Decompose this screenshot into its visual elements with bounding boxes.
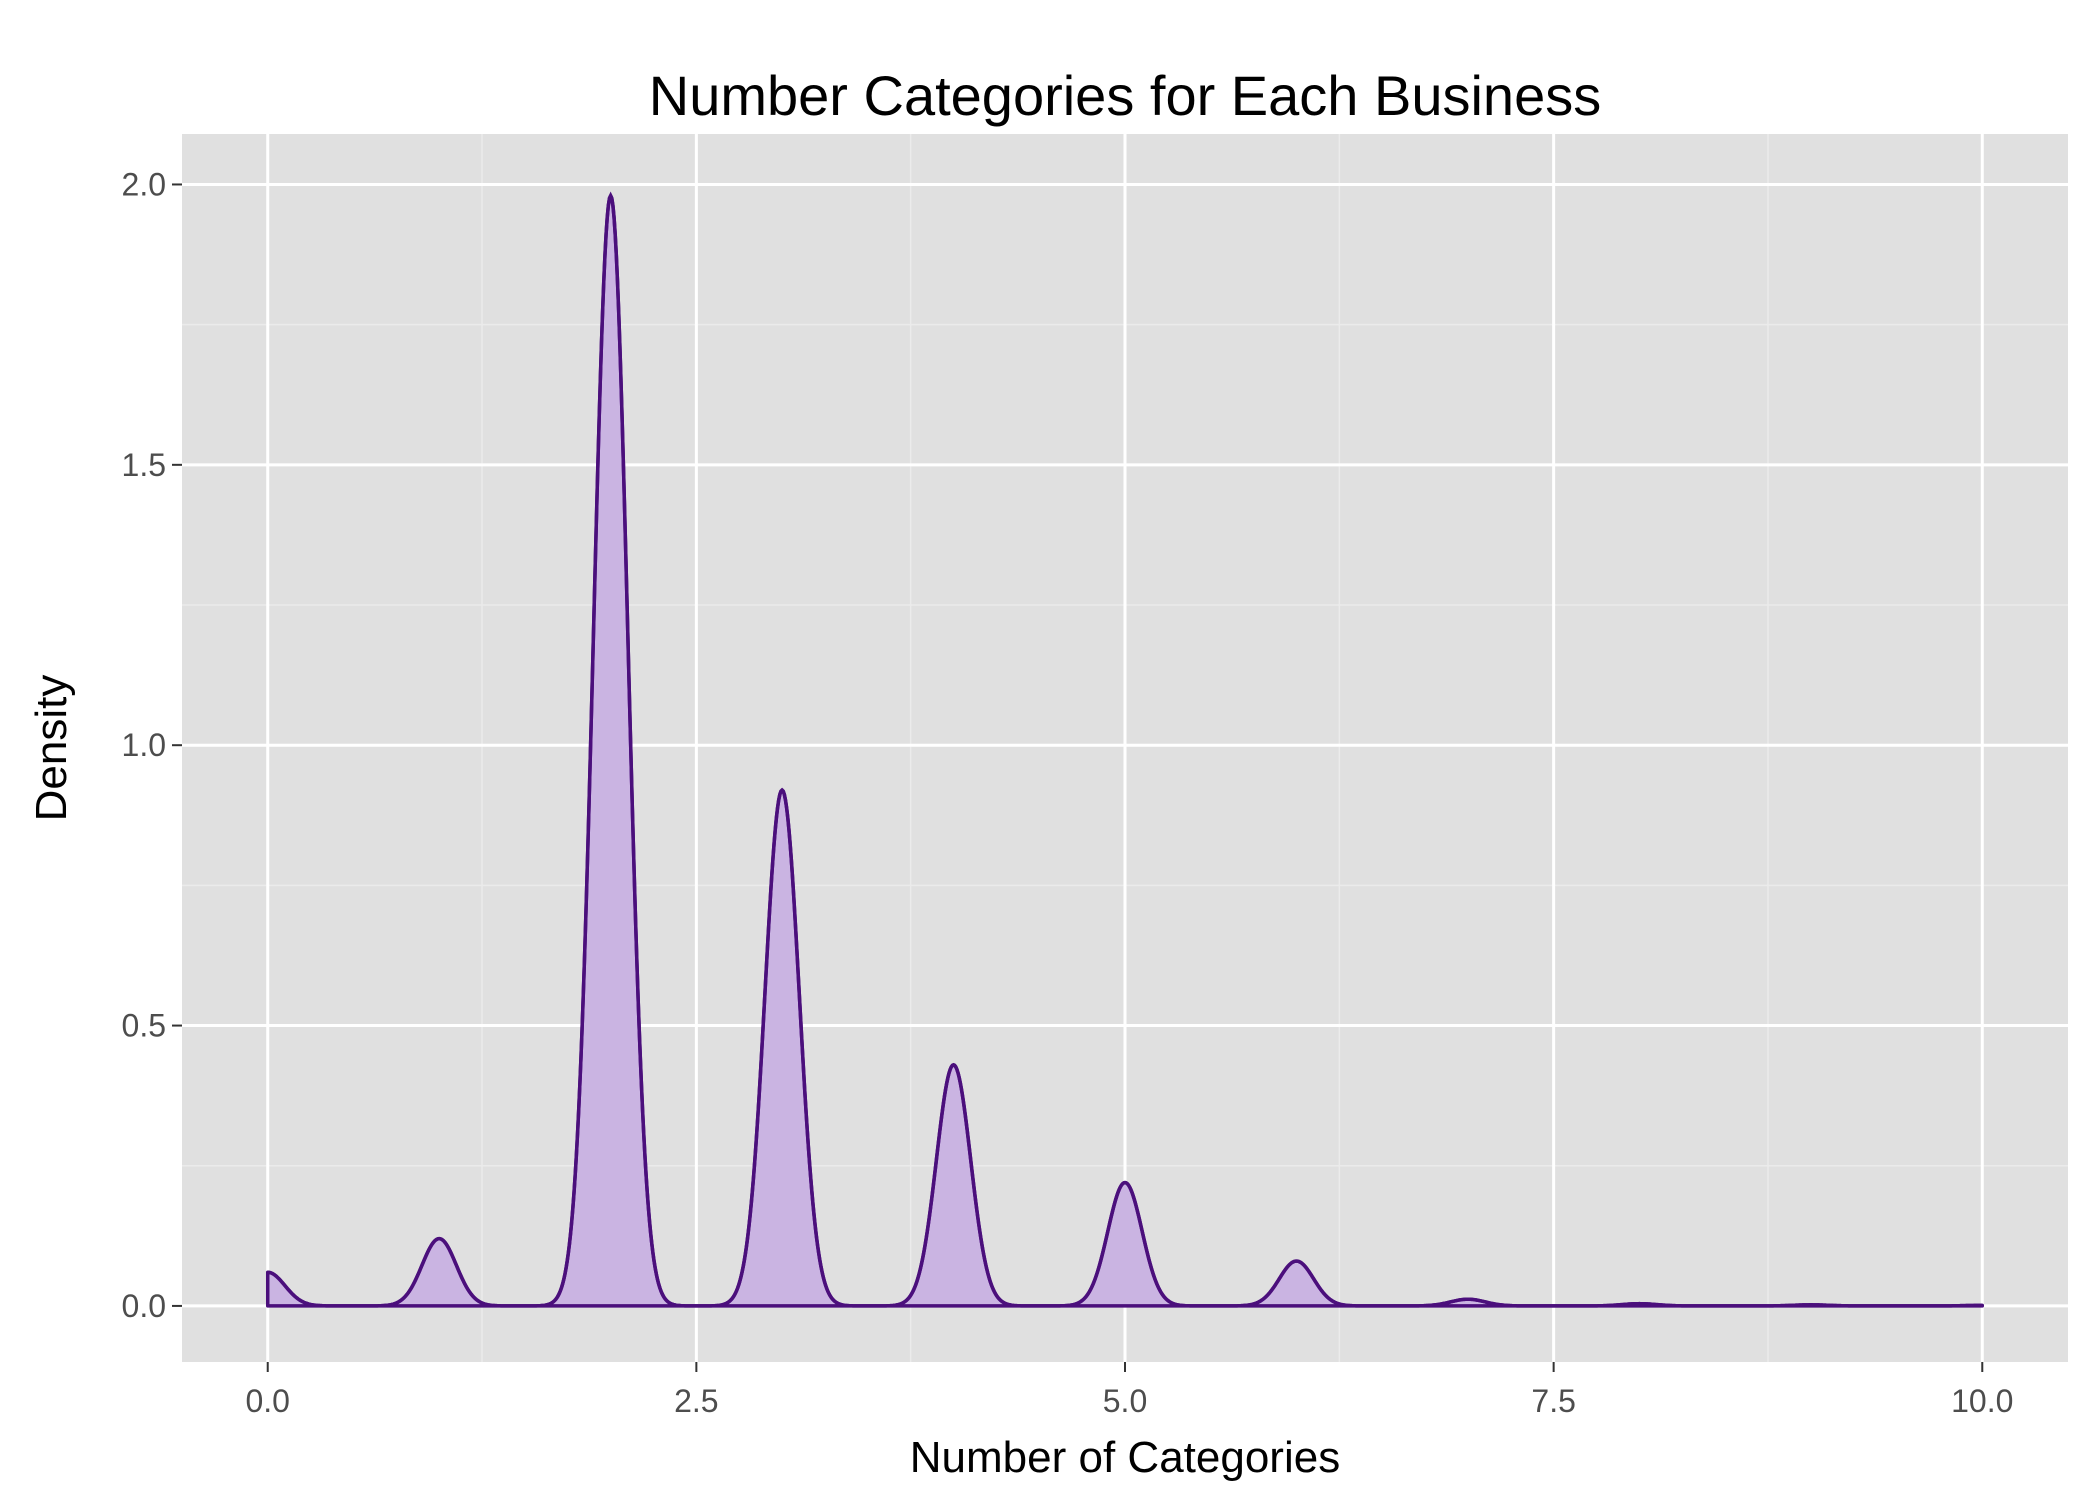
y-axis-ticks: 0.0 0.5 1.0 1.5 2.0 (122, 166, 182, 1324)
x-axis-ticks: 0.0 2.5 5.0 7.5 10.0 (245, 1362, 2013, 1419)
y-tick-label: 0.5 (122, 1008, 166, 1044)
x-tick-label: 10.0 (1951, 1383, 2013, 1419)
y-tick-label: 1.5 (122, 447, 166, 483)
density-line (267, 191, 1983, 1308)
x-tick-label: 5.0 (1103, 1383, 1147, 1419)
x-tick-label: 0.0 (245, 1383, 289, 1419)
y-tick-label: 2.0 (122, 166, 166, 202)
x-tick-label: 7.5 (1531, 1383, 1575, 1419)
x-tick-label: 2.5 (674, 1383, 718, 1419)
chart-title: Number Categories for Each Business (649, 64, 1601, 127)
y-tick-label: 1.0 (122, 727, 166, 763)
y-tick-label: 0.0 (122, 1288, 166, 1324)
x-axis-title: Number of Categories (910, 1433, 1340, 1482)
y-axis-title: Density (27, 675, 76, 822)
